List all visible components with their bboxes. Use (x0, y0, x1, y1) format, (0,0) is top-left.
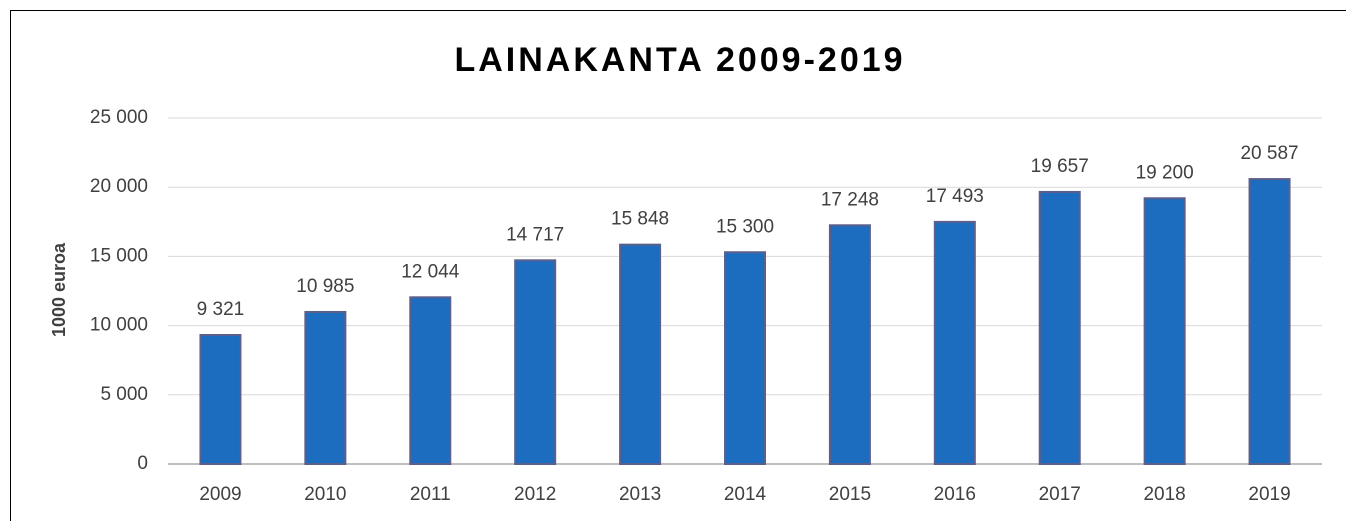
bar (1038, 190, 1081, 465)
bar (199, 333, 242, 465)
value-label: 9 321 (197, 299, 245, 320)
bar (1248, 178, 1291, 465)
value-label: 19 657 (1031, 156, 1089, 177)
y-tick-label: 20 000 (90, 176, 148, 197)
x-tick-label: 2009 (199, 484, 241, 505)
value-label: 19 200 (1136, 162, 1194, 183)
x-tick-label: 2013 (619, 484, 661, 505)
x-tick-label: 2012 (514, 484, 556, 505)
bar (409, 296, 452, 465)
bar (933, 220, 976, 465)
value-label: 14 717 (506, 224, 564, 245)
x-tick-label: 2011 (410, 484, 451, 505)
x-tick-label: 2014 (724, 484, 767, 505)
x-tick-label: 2010 (304, 484, 346, 505)
value-label: 10 985 (296, 276, 354, 297)
value-label: 17 493 (926, 186, 984, 207)
x-tick-label: 2019 (1248, 484, 1290, 505)
x-tick-label: 2016 (934, 484, 976, 505)
bar (1143, 197, 1186, 465)
chart-border (10, 10, 1346, 521)
bar (304, 310, 347, 465)
bar (724, 251, 766, 465)
y-tick-label: 15 000 (90, 245, 148, 266)
x-tick-label: 2018 (1143, 484, 1185, 505)
x-tick-label: 2015 (829, 484, 871, 505)
y-tick-label: 25 000 (90, 107, 148, 128)
bar (619, 243, 662, 465)
value-label: 15 848 (611, 209, 669, 230)
bar (828, 224, 871, 465)
value-label: 20 587 (1240, 143, 1298, 164)
value-label: 15 300 (716, 216, 774, 237)
x-tick-label: 2017 (1039, 484, 1081, 505)
y-tick-label: 5 000 (100, 384, 148, 405)
value-label: 17 248 (821, 189, 879, 210)
y-axis-label: 1000 euroa (49, 242, 69, 337)
bar (514, 259, 557, 465)
value-label: 12 044 (401, 261, 460, 282)
chart-title: LAINAKANTA 2009-2019 (454, 41, 905, 79)
y-tick-label: 10 000 (90, 315, 148, 336)
y-tick-label: 0 (137, 453, 148, 474)
